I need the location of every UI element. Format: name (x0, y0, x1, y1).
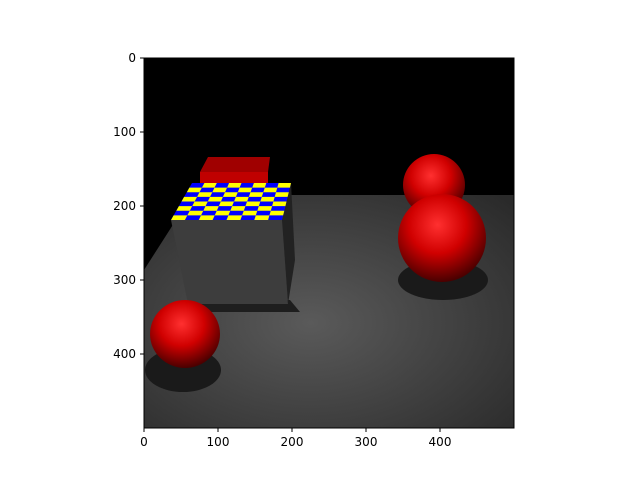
x-axis: 0 100 200 300 400 (140, 428, 451, 449)
checker-square (237, 187, 253, 193)
checker-square (274, 192, 289, 197)
checker-square (192, 201, 208, 207)
checker-square (171, 215, 188, 220)
y-tick-label: 400 (113, 347, 136, 361)
red-box-top (200, 157, 270, 172)
checker-square (186, 187, 202, 193)
x-tick-label: 300 (355, 435, 378, 449)
checker-square (252, 183, 267, 188)
checker-square (245, 201, 261, 207)
checker-square (176, 206, 193, 211)
checker-square (197, 192, 213, 197)
checker-square (201, 183, 217, 188)
x-tick-label: 100 (207, 435, 230, 449)
y-tick-label: 0 (128, 51, 136, 65)
front-right-sphere (398, 194, 486, 282)
checker-square (218, 201, 234, 207)
y-tick-label: 300 (113, 273, 136, 287)
x-tick-label: 200 (281, 435, 304, 449)
checker-square (277, 183, 291, 188)
checker-square (248, 192, 264, 197)
front-left-sphere (150, 300, 220, 368)
checker-square (263, 187, 278, 193)
axes-frame (143, 57, 515, 429)
checker-pattern (171, 183, 291, 220)
checker-square (242, 210, 258, 216)
checker-square (254, 215, 270, 220)
checker-square (207, 196, 223, 202)
y-tick-label: 100 (113, 125, 136, 139)
checker-square (226, 215, 243, 220)
checker-square (203, 206, 219, 211)
checker-square (269, 210, 285, 216)
checker-square (198, 215, 215, 220)
checker-square (227, 183, 242, 188)
checker-square (260, 196, 275, 202)
red-box-front (200, 172, 268, 184)
checker-square (272, 201, 287, 207)
checker-square (234, 196, 249, 202)
y-axis: 0 100 200 300 400 (113, 51, 144, 361)
checker-square (181, 196, 198, 202)
checker-square (230, 206, 246, 211)
x-tick-label: 0 (140, 435, 148, 449)
checker-square (187, 210, 204, 216)
cube-side-face (282, 183, 295, 304)
checker-square (257, 206, 273, 211)
checker-square (214, 210, 231, 216)
cube-front-face (171, 220, 288, 304)
x-tick-label: 400 (429, 435, 452, 449)
y-tick-label: 200 (113, 199, 136, 213)
checker-square (212, 187, 228, 193)
rendered-scene (144, 58, 514, 428)
checker-square (222, 192, 238, 197)
